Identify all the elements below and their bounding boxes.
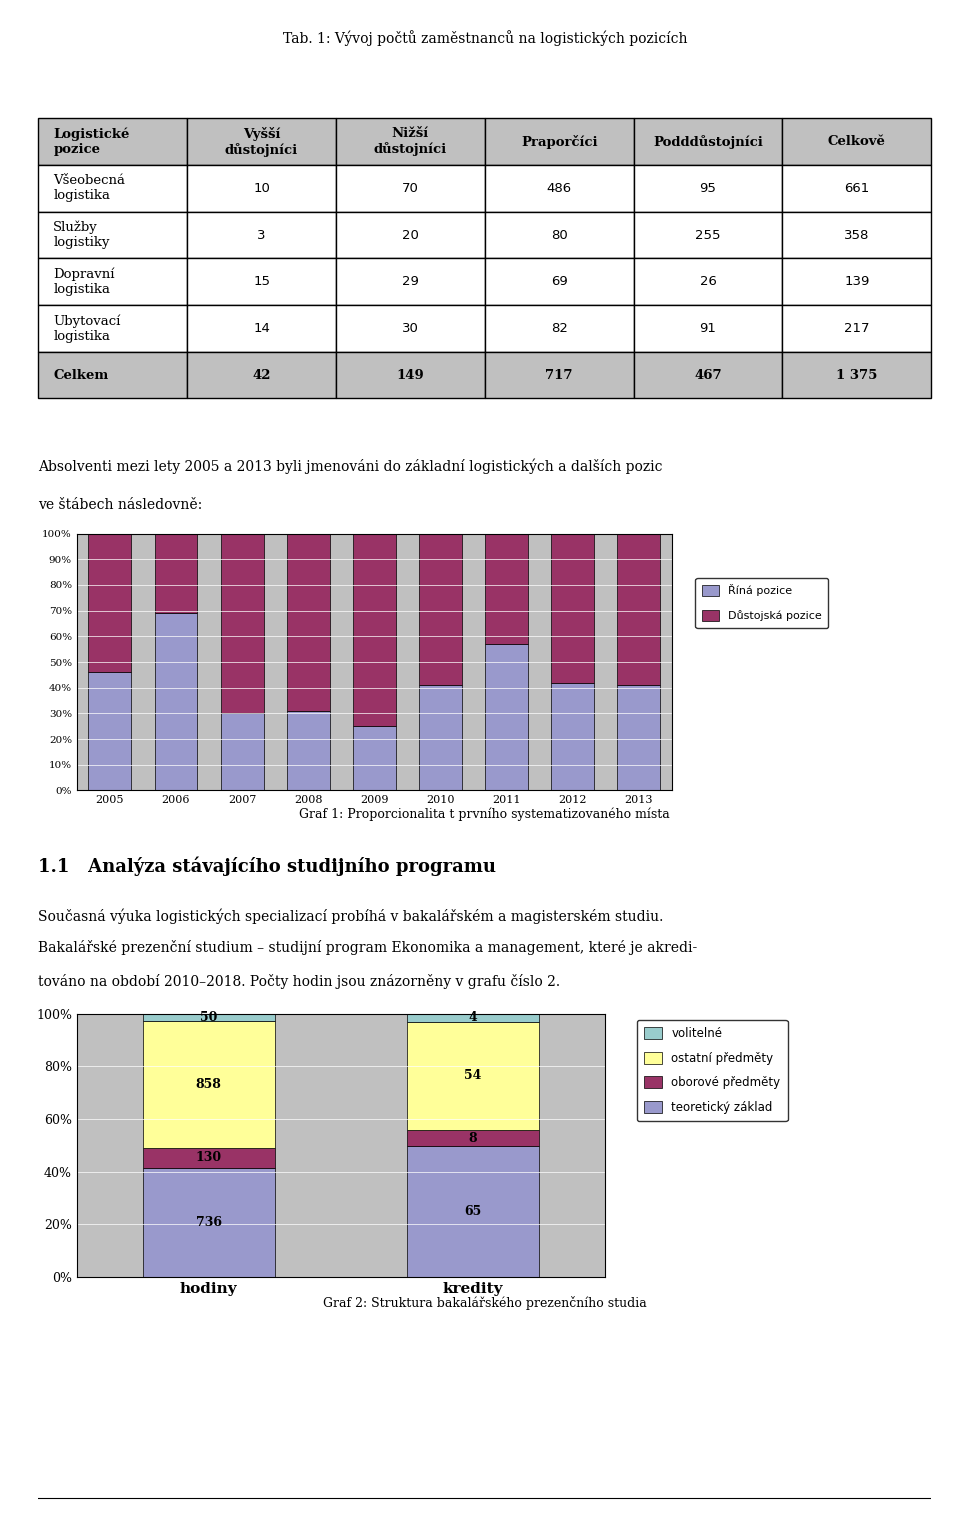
Text: 54: 54: [464, 1069, 482, 1083]
Text: 4: 4: [468, 1011, 477, 1024]
Bar: [143, 1148, 275, 1168]
Bar: [88, 534, 132, 673]
Text: ve štábech následovně:: ve štábech následovně:: [38, 498, 203, 512]
Bar: [143, 1168, 275, 1277]
Bar: [353, 726, 396, 790]
Text: Tab. 1: Vývoj počtů zaměstnanců na logistických pozicích: Tab. 1: Vývoj počtů zaměstnanců na logis…: [282, 31, 687, 46]
Text: 1.1   Analýza stávajícího studijního programu: 1.1 Analýza stávajícího studijního progr…: [38, 856, 496, 876]
Text: 65: 65: [465, 1205, 481, 1219]
Bar: [221, 534, 264, 714]
Text: 130: 130: [196, 1151, 222, 1165]
Bar: [221, 714, 264, 790]
Text: Graf 2: Struktura bakalářského prezenčního studia: Graf 2: Struktura bakalářského prezenční…: [323, 1297, 647, 1310]
Bar: [617, 534, 660, 685]
Bar: [419, 534, 462, 685]
Legend: volitelné, ostatní předměty, oborové předměty, teoretický základ: volitelné, ostatní předměty, oborové pře…: [637, 1020, 787, 1121]
Bar: [143, 1014, 275, 1021]
Text: Současná výuka logistických specializací probíhá v bakalářském a magisterském st: Současná výuka logistických specializací…: [38, 908, 663, 924]
Text: 8: 8: [468, 1131, 477, 1145]
Text: Absolventi mezi lety 2005 a 2013 byli jmenováni do základní logistických a další: Absolventi mezi lety 2005 a 2013 byli jm…: [38, 459, 663, 474]
Bar: [485, 534, 528, 644]
Bar: [407, 1130, 539, 1147]
Bar: [287, 534, 330, 711]
Bar: [551, 682, 594, 790]
Text: Graf 1: Proporcionalita t prvního systematizovaného místa: Graf 1: Proporcionalita t prvního system…: [300, 807, 670, 821]
Bar: [155, 534, 198, 613]
Bar: [143, 1021, 275, 1148]
Text: 50: 50: [200, 1011, 218, 1024]
Bar: [407, 1014, 539, 1021]
Text: 858: 858: [196, 1078, 222, 1092]
Text: Bakalářské prezenční studium – studijní program Ekonomika a management, které je: Bakalářské prezenční studium – studijní …: [38, 940, 698, 956]
Bar: [155, 613, 198, 790]
Bar: [287, 711, 330, 790]
Bar: [485, 644, 528, 790]
Bar: [88, 673, 132, 790]
Text: 736: 736: [196, 1216, 222, 1229]
Text: továno na období 2010–2018. Počty hodin jsou znázorněny v grafu číslo 2.: továno na období 2010–2018. Počty hodin …: [38, 974, 561, 989]
Bar: [551, 534, 594, 682]
Bar: [353, 534, 396, 726]
Bar: [407, 1147, 539, 1277]
Bar: [419, 685, 462, 790]
Bar: [407, 1021, 539, 1130]
Bar: [617, 685, 660, 790]
Legend: Říná pozice, Důstojská pozice: Říná pozice, Důstojská pozice: [695, 578, 828, 628]
